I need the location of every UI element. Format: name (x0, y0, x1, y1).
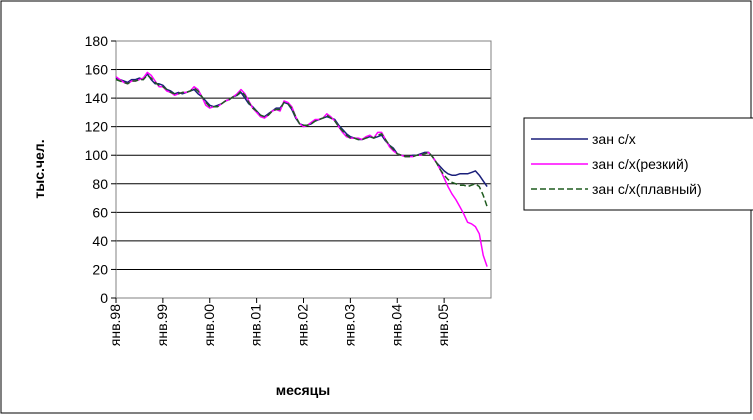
y-tick-label: 180 (85, 33, 109, 49)
y-tick-label: 80 (92, 176, 108, 192)
y-tick-label: 100 (85, 147, 109, 163)
x-axis-ticks: янв.98 янв.99 янв.00 янв.01 янв.02 янв.03 янв.… (107, 298, 451, 346)
y-axis-title: тыс.чел. (31, 139, 47, 198)
x-tick-label: янв.00 (201, 304, 217, 346)
y-tick-label: 120 (85, 119, 109, 135)
x-tick-label: янв.05 (435, 304, 451, 346)
y-tick-label: 160 (85, 62, 109, 78)
x-tick-label: янв.99 (154, 304, 170, 346)
x-tick-label: янв.03 (341, 304, 357, 346)
y-tick-label: 20 (92, 261, 108, 277)
y-tick-label: 140 (85, 90, 109, 106)
x-tick-label: янв.01 (248, 304, 264, 346)
y-tick-label: 40 (92, 233, 108, 249)
x-tick-label: янв.02 (295, 304, 311, 346)
legend-label: зан с/х(плавный) (592, 181, 702, 197)
series-line-2 (115, 74, 488, 207)
y-tick-label: 60 (92, 204, 108, 220)
x-tick-label: янв.04 (388, 304, 404, 346)
y-tick-label: 0 (100, 290, 108, 306)
x-tick-label: янв.98 (107, 304, 123, 346)
legend-label: зан с/х (592, 131, 636, 147)
legend: зан с/х зан с/х(резкий) зан с/х(плавный) (531, 131, 702, 197)
x-axis-title: месяцы (276, 382, 330, 398)
legend-label: зан с/х(резкий) (592, 156, 689, 172)
y-axis-ticks: 0 20 40 60 80 100 120 140 160 180 (85, 33, 116, 306)
series-lines (115, 71, 488, 267)
